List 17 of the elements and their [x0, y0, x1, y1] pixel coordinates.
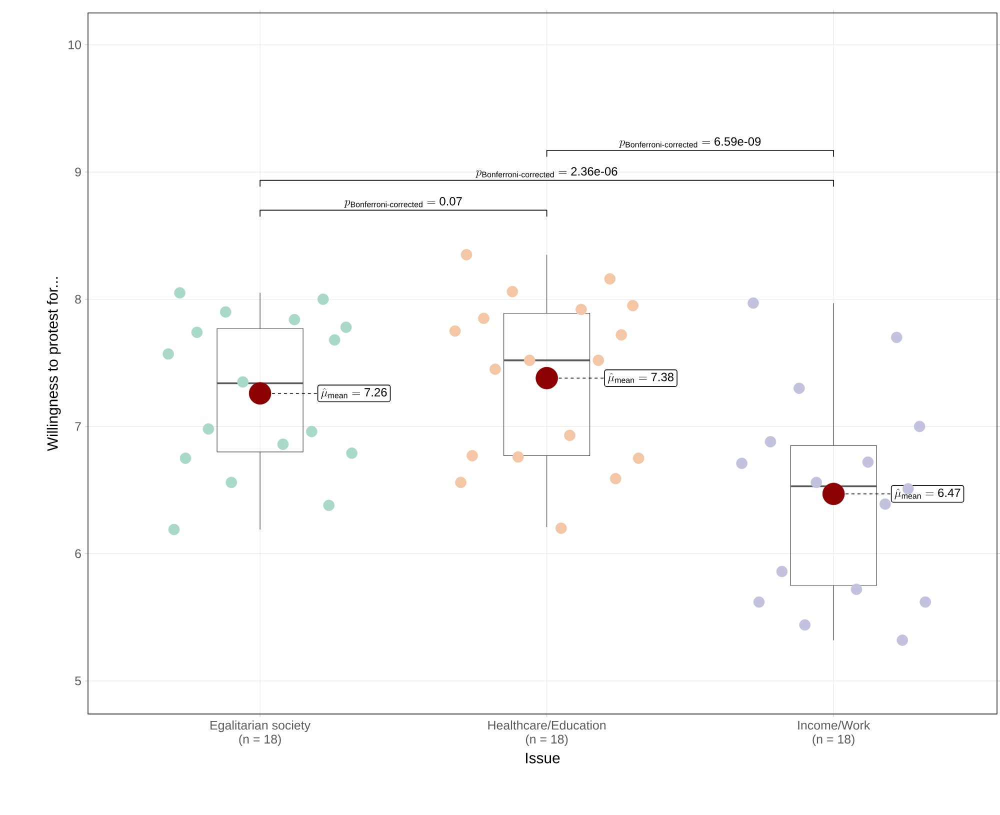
y-tick-label: 10: [68, 40, 81, 50]
y-tick-label: 5: [75, 676, 81, 686]
y-tick-label: 7: [75, 422, 81, 431]
x-tick-label: Healthcare/Education (n = 18): [488, 720, 606, 746]
annotation: $p_{\text{Bonferroni-corrected}} = \text{2.36e-06}$: [475, 167, 618, 178]
y-tick-label: 6: [75, 549, 81, 558]
x-axis-title: Issue: [526, 752, 560, 764]
annotation: $p_{\text{Bonferroni-corrected}} = \text{0.07}$: [344, 197, 462, 208]
x-tick-label: Egalitarian society (n = 18): [210, 720, 311, 746]
annotation: $\hat{\mu}_{\text{mean}} = \text{6.47}$: [894, 488, 960, 500]
y-tick-label: 8: [75, 294, 81, 304]
y-tick-label: 9: [75, 168, 81, 176]
annotation: $\hat{\mu}_{\text{mean}} = \text{7.26}$: [321, 388, 387, 399]
annotation: $\hat{\mu}_{\text{mean}} = \text{7.38}$: [608, 372, 674, 384]
annotation: $p_{\text{Bonferroni-corrected}} = \text{6.59e-09}$: [618, 137, 761, 148]
x-tick-label: Income/Work (n = 18): [798, 720, 870, 746]
y-axis-title: Willingness to protest for...: [46, 277, 61, 452]
